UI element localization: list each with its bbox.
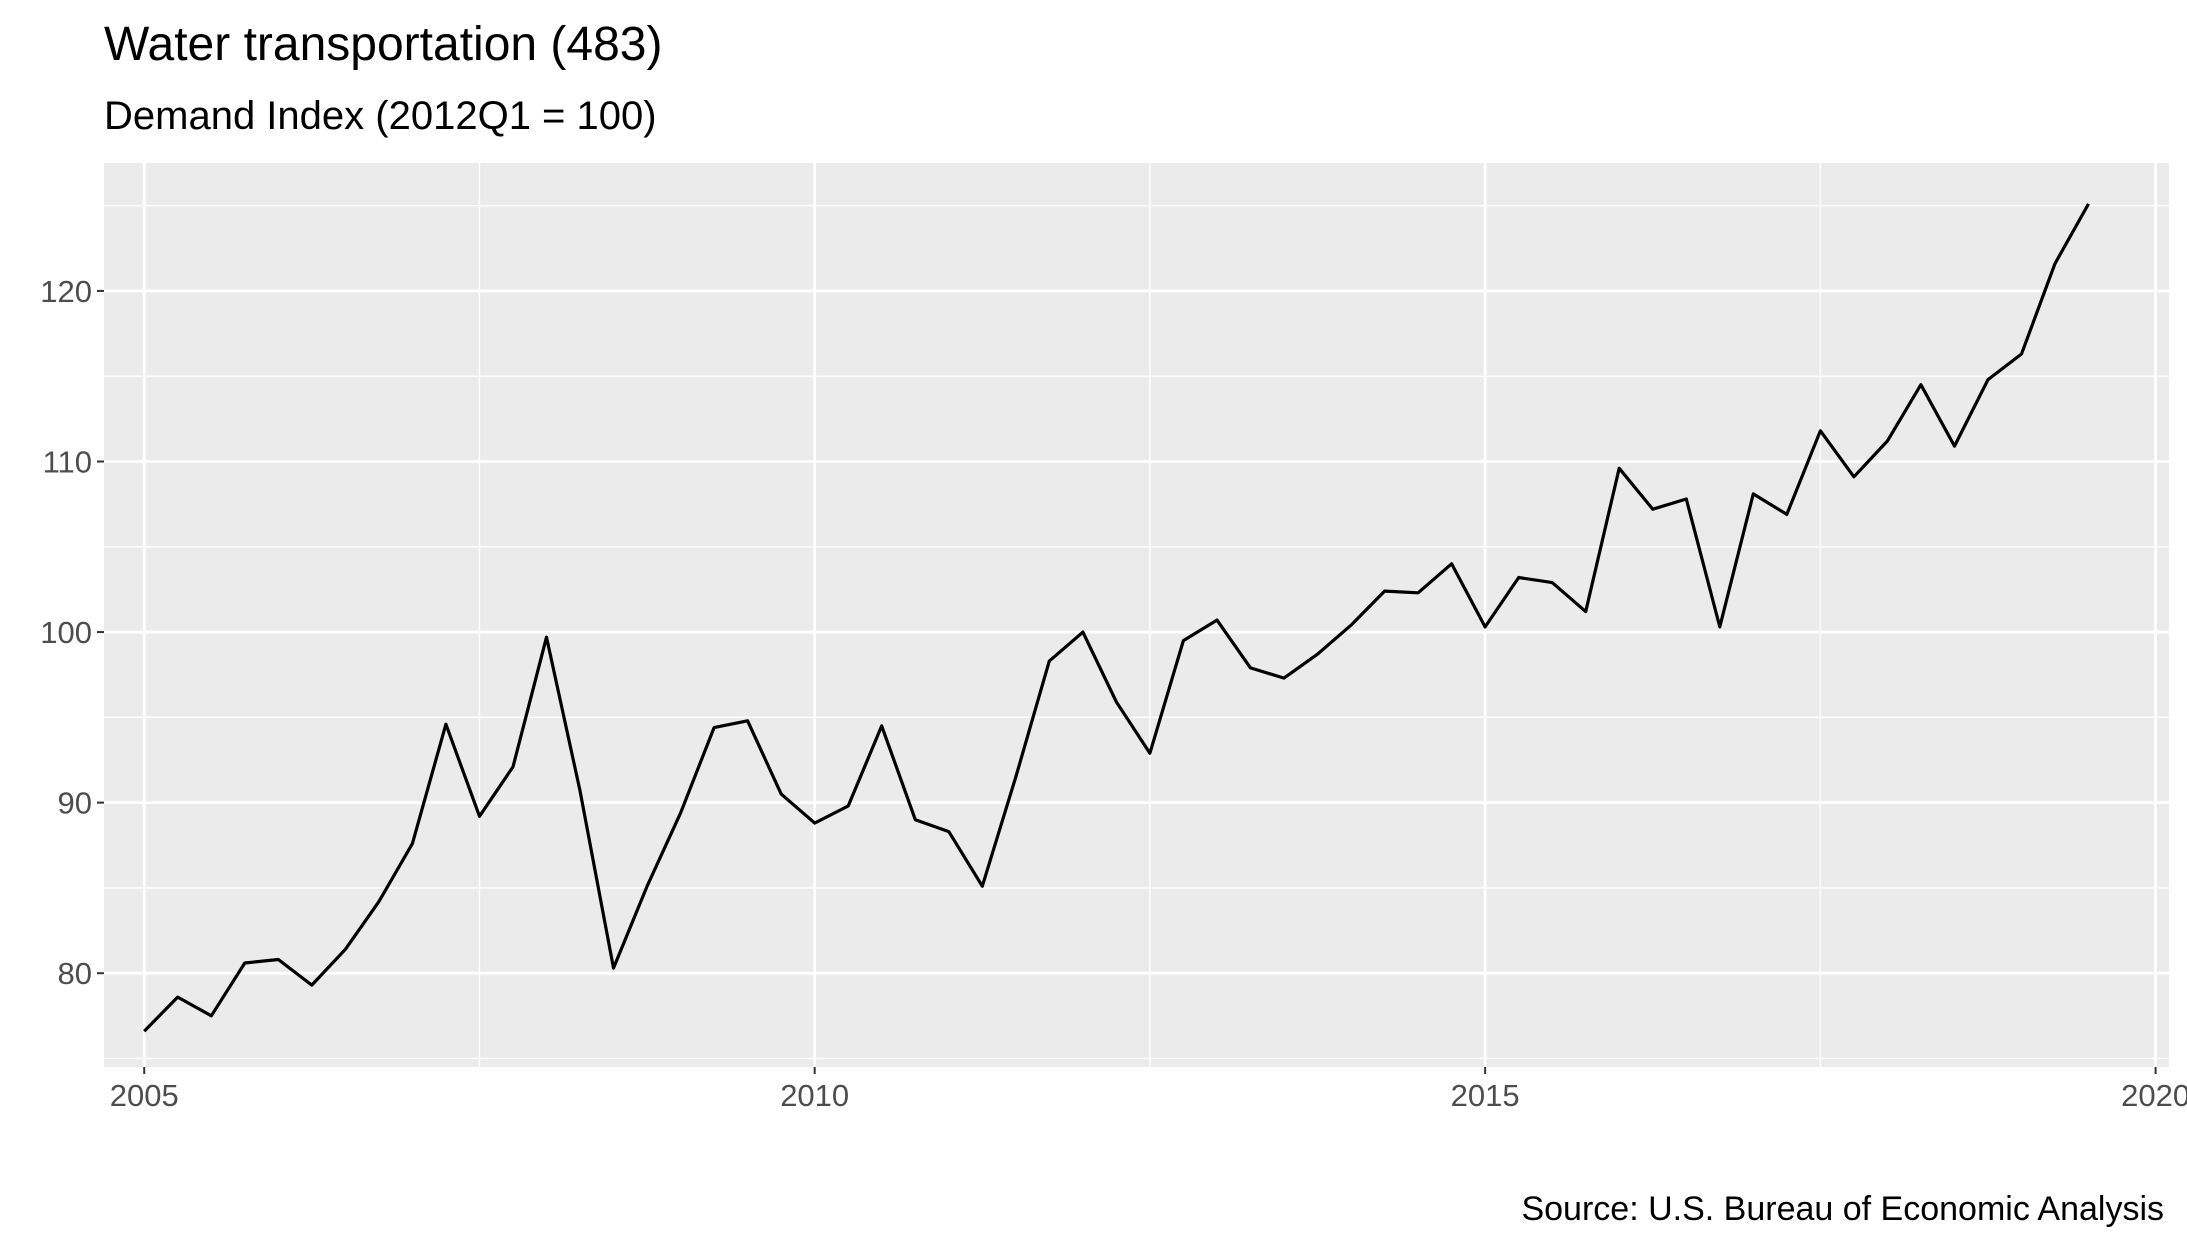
- data-point: [846, 804, 850, 808]
- data-point: [813, 821, 817, 825]
- chart-subtitle: Demand Index (2012Q1 = 100): [104, 94, 657, 138]
- data-point: [980, 884, 984, 888]
- data-point: [2087, 202, 2091, 206]
- y-tick-label: 120: [40, 274, 92, 309]
- data-point: [176, 995, 180, 999]
- data-point: [2020, 352, 2024, 356]
- data-point: [779, 792, 783, 796]
- data-point: [1651, 507, 1655, 511]
- data-point: [746, 719, 750, 723]
- data-point: [209, 1014, 213, 1018]
- data-point: [1550, 581, 1554, 585]
- data-point: [612, 966, 616, 970]
- data-point: [1047, 659, 1051, 663]
- x-axis: 2005 2010 2015 2020: [110, 1067, 2187, 1113]
- minor-gridlines: [104, 163, 2169, 1067]
- data-point: [880, 724, 884, 728]
- data-point: [343, 947, 347, 951]
- data-point: [1383, 589, 1387, 593]
- data-point: [1081, 630, 1085, 634]
- chart-title: Water transportation (483): [104, 18, 662, 71]
- y-tick-label: 100: [40, 615, 92, 650]
- data-point: [511, 765, 515, 769]
- data-point: [1718, 625, 1722, 629]
- chart-caption: Source: U.S. Bureau of Economic Analysis: [1521, 1190, 2164, 1228]
- data-point: [1316, 652, 1320, 656]
- data-point: [1517, 575, 1521, 579]
- y-tick-label: 80: [58, 956, 92, 991]
- data-point: [1416, 591, 1420, 595]
- y-axis: 80 90 100 110 120: [40, 274, 104, 991]
- major-gridlines: [104, 163, 2169, 1067]
- data-point: [1483, 625, 1487, 629]
- data-point: [1885, 439, 1889, 443]
- plot-panel: [104, 163, 2169, 1067]
- data-point: [310, 983, 314, 987]
- x-tick-label: 2010: [780, 1078, 849, 1113]
- data-point: [1684, 497, 1688, 501]
- data-point: [913, 818, 917, 822]
- data-point: [243, 961, 247, 965]
- data-point: [947, 830, 951, 834]
- data-point: [1818, 429, 1822, 433]
- data-point: [712, 726, 716, 730]
- data-point: [1952, 444, 1956, 448]
- data-point: [1349, 623, 1353, 627]
- data-point: [1215, 618, 1219, 622]
- data-point: [1584, 610, 1588, 614]
- series-line: [143, 203, 2090, 1033]
- data-point: [142, 1029, 146, 1033]
- data-point: [1181, 639, 1185, 643]
- data-point: [1114, 700, 1118, 704]
- data-point: [1751, 492, 1755, 496]
- y-tick-label: 110: [43, 444, 92, 479]
- data-point: [1852, 475, 1856, 479]
- data-point: [2053, 262, 2057, 266]
- data-point: [1282, 676, 1286, 680]
- data-point: [1450, 562, 1454, 566]
- data-point: [1148, 751, 1152, 755]
- data-point: [1248, 666, 1252, 670]
- data-point: [578, 789, 582, 793]
- data-point: [1986, 378, 1990, 382]
- data-point: [645, 884, 649, 888]
- x-tick-label: 2005: [110, 1078, 179, 1113]
- x-tick-label: 2020: [2121, 1078, 2187, 1113]
- data-point: [545, 635, 549, 639]
- x-tick-label: 2015: [1451, 1078, 1520, 1113]
- data-point: [410, 842, 414, 846]
- data-point: [1617, 466, 1621, 470]
- data-point: [377, 900, 381, 904]
- data-point: [679, 811, 683, 815]
- data-point: [276, 958, 280, 962]
- y-tick-label: 90: [58, 786, 92, 821]
- data-point: [477, 814, 481, 818]
- data-point: [1785, 512, 1789, 516]
- data-point: [1919, 383, 1923, 387]
- data-point: [444, 722, 448, 726]
- data-point: [1014, 775, 1018, 779]
